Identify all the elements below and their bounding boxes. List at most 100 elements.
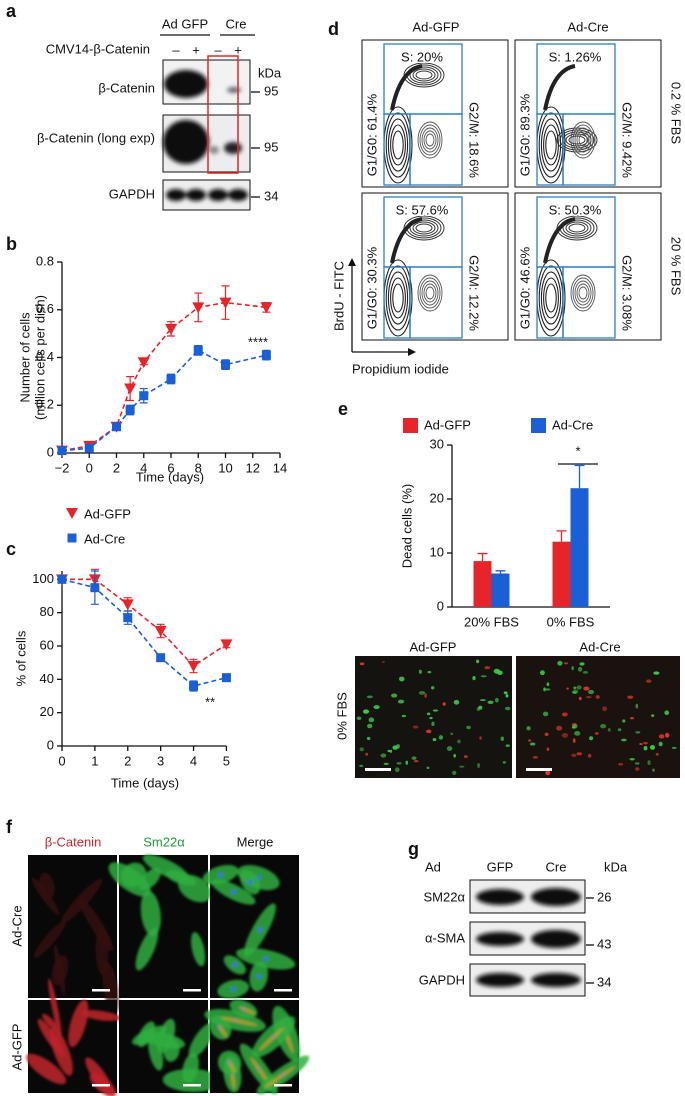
- cell: [635, 703, 639, 709]
- micrograph: [516, 656, 680, 778]
- cell: [617, 728, 622, 732]
- cell: [426, 712, 431, 716]
- row-label: 0.2 % FBS: [669, 82, 684, 144]
- contour: [421, 127, 439, 153]
- nucleus: [232, 962, 238, 968]
- cell: [585, 696, 592, 699]
- row-label: 0% FBS: [334, 692, 349, 740]
- nucleus: [263, 956, 269, 962]
- x-axis-label: Time (days): [111, 775, 179, 790]
- x-tick-label: 0% FBS: [547, 614, 595, 629]
- marker: [123, 613, 133, 623]
- cell: [380, 753, 387, 758]
- marker: [193, 345, 203, 355]
- cell: [576, 752, 583, 756]
- cell: [639, 743, 643, 746]
- cell: [143, 1031, 186, 1049]
- cell: [546, 747, 550, 751]
- lane-label: GFP: [487, 859, 514, 874]
- gate-label: G1/G0: 30.3%: [364, 246, 379, 329]
- band: [227, 87, 241, 93]
- contour: [545, 283, 557, 313]
- contour: [423, 130, 437, 150]
- error-bar: [495, 570, 506, 574]
- series-line: [61, 301, 267, 452]
- size-label: 95: [264, 139, 278, 154]
- cell: [595, 695, 600, 699]
- marker: [66, 508, 78, 519]
- blot-label: GAPDH: [419, 972, 465, 987]
- cell: [367, 723, 373, 729]
- cell: [665, 732, 670, 738]
- size-label: 26: [597, 889, 611, 904]
- cell: [544, 688, 551, 691]
- contour: [390, 277, 406, 319]
- cell: [405, 760, 408, 765]
- cell: [634, 762, 640, 765]
- blot-label: GAPDH: [109, 186, 155, 201]
- cell: [394, 767, 400, 773]
- x-tick-label: 8: [195, 460, 202, 475]
- scale-bar: [274, 989, 292, 992]
- cell: [646, 679, 652, 683]
- contour: [415, 223, 433, 233]
- cell: [366, 695, 373, 699]
- bar: [570, 488, 589, 607]
- gate: [409, 113, 463, 186]
- contour: [572, 124, 594, 156]
- cell: [494, 697, 499, 703]
- cell: [563, 662, 569, 665]
- cell: [33, 920, 66, 958]
- marker: [221, 360, 230, 370]
- contour: [415, 70, 433, 80]
- nucleus: [230, 986, 236, 992]
- x-tick-label: 0: [58, 753, 65, 768]
- cell: [487, 700, 494, 704]
- marker: [84, 443, 94, 453]
- cell: [191, 932, 206, 967]
- x-tick-label: 0: [86, 460, 93, 475]
- cell: [504, 706, 511, 711]
- contour: [390, 64, 423, 111]
- cell: [526, 726, 531, 731]
- row-label: Ad-Cre: [9, 905, 24, 946]
- cell: [442, 702, 446, 706]
- contour: [572, 277, 594, 309]
- panel-letter: a: [6, 1, 17, 21]
- bar: [491, 573, 510, 607]
- size-label: 34: [597, 974, 611, 989]
- cell: [42, 1013, 58, 1031]
- y-tick-label: 100: [32, 571, 54, 586]
- cell: [135, 927, 159, 971]
- contour: [392, 283, 404, 313]
- gate: [562, 266, 616, 339]
- axis-label: BrdU - FITC: [331, 261, 346, 331]
- contour: [392, 130, 404, 160]
- cell: [647, 760, 651, 765]
- marker: [221, 673, 231, 683]
- cell: [577, 666, 583, 672]
- gate-label: G2/M: 3.08%: [620, 255, 635, 331]
- cell: [643, 746, 648, 751]
- column-title: Ad-GFP: [413, 19, 460, 34]
- error-bar: [556, 530, 567, 542]
- contour: [578, 133, 588, 147]
- panel-letter: f: [6, 817, 13, 837]
- contour: [409, 219, 439, 237]
- blot-label: β-Catenin (long exp): [37, 130, 155, 145]
- cell: [438, 735, 444, 740]
- error-bar: [477, 552, 488, 562]
- marker: [187, 661, 200, 672]
- contour: [543, 217, 576, 264]
- marker: [67, 533, 77, 543]
- panel-g: g Ad GFP Cre kDa SM22α α-SMA GAPDH 26 43…: [408, 839, 628, 997]
- blot-label: SM22α: [424, 889, 466, 904]
- contours: [383, 215, 445, 337]
- cell: [239, 1006, 256, 1015]
- marker: [165, 323, 177, 335]
- marker: [166, 374, 176, 384]
- contour: [568, 223, 586, 233]
- marker: [219, 297, 232, 309]
- band: [476, 932, 524, 946]
- contour: [419, 124, 441, 156]
